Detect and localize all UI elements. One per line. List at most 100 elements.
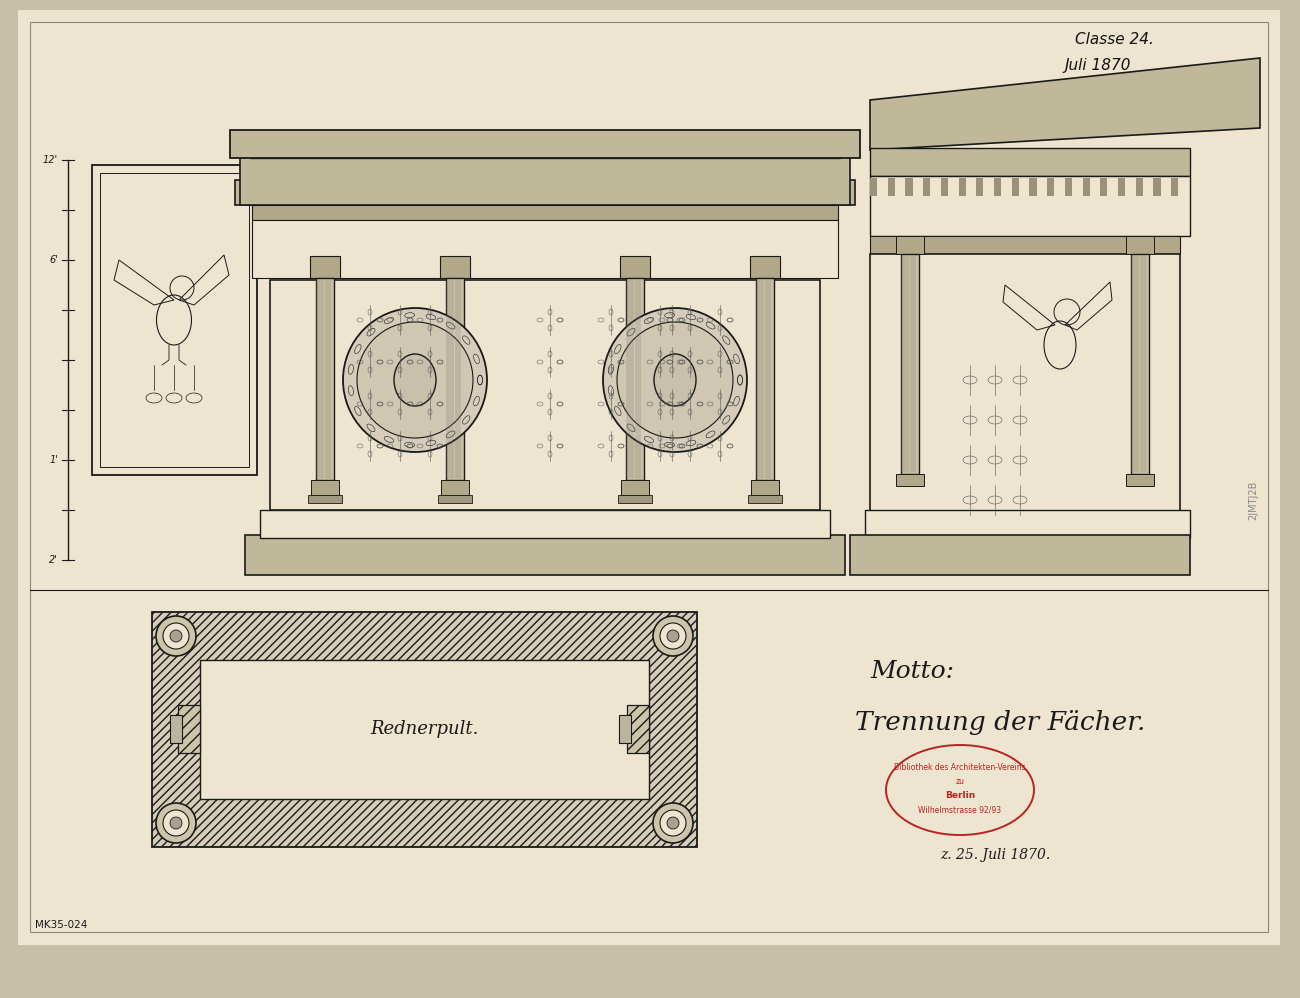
Bar: [316, 278, 334, 480]
Bar: [200, 660, 649, 799]
Circle shape: [667, 630, 679, 642]
Bar: [740, 142, 749, 156]
Bar: [618, 495, 653, 503]
Bar: [824, 142, 833, 156]
Bar: [614, 142, 621, 156]
Bar: [441, 480, 469, 495]
Bar: [230, 130, 861, 158]
Ellipse shape: [654, 354, 696, 406]
Bar: [994, 178, 1001, 196]
Circle shape: [667, 817, 679, 829]
Bar: [803, 142, 811, 156]
Bar: [762, 142, 770, 156]
Bar: [260, 510, 829, 538]
Bar: [508, 142, 516, 156]
Text: Trennung der Fächer.: Trennung der Fächer.: [855, 710, 1145, 735]
Bar: [240, 155, 850, 205]
Circle shape: [343, 308, 488, 452]
Bar: [270, 280, 820, 510]
Bar: [170, 715, 182, 743]
Bar: [923, 178, 931, 196]
Bar: [439, 256, 471, 278]
Bar: [634, 142, 644, 156]
Bar: [1065, 178, 1072, 196]
Bar: [1171, 178, 1178, 196]
Circle shape: [660, 623, 686, 649]
Bar: [627, 278, 644, 480]
Circle shape: [603, 308, 748, 452]
Bar: [627, 705, 649, 753]
Bar: [901, 254, 919, 474]
Bar: [1153, 178, 1161, 196]
Bar: [550, 142, 559, 156]
Bar: [403, 142, 411, 156]
Bar: [870, 176, 1190, 236]
Bar: [719, 142, 728, 156]
Bar: [751, 480, 779, 495]
Bar: [1136, 178, 1143, 196]
Bar: [896, 474, 924, 486]
Bar: [655, 142, 664, 156]
Bar: [255, 142, 264, 156]
Text: Wilhelmstrasse 92/93: Wilhelmstrasse 92/93: [918, 805, 1001, 814]
Circle shape: [660, 810, 686, 836]
Bar: [308, 495, 342, 503]
Bar: [698, 142, 706, 156]
Bar: [465, 142, 474, 156]
Circle shape: [618, 322, 733, 438]
Text: 2': 2': [49, 555, 58, 565]
Bar: [424, 142, 432, 156]
Bar: [438, 495, 472, 503]
Bar: [870, 236, 1180, 254]
Bar: [360, 142, 369, 156]
Bar: [677, 142, 685, 156]
Bar: [619, 715, 630, 743]
Bar: [92, 165, 257, 475]
Bar: [1126, 236, 1154, 254]
Bar: [1118, 178, 1124, 196]
Text: Berlin: Berlin: [945, 791, 975, 800]
Circle shape: [156, 616, 196, 656]
Bar: [252, 205, 839, 220]
Text: MK35-024: MK35-024: [35, 920, 87, 930]
Text: Bibliothek des Architekten-Vereins: Bibliothek des Architekten-Vereins: [894, 763, 1026, 772]
Text: Motto:: Motto:: [870, 660, 954, 683]
Bar: [446, 278, 464, 480]
Bar: [870, 178, 878, 196]
Bar: [298, 142, 305, 156]
Circle shape: [156, 803, 196, 843]
Text: zu: zu: [956, 777, 965, 786]
Bar: [1083, 178, 1089, 196]
Bar: [318, 142, 326, 156]
Bar: [905, 178, 913, 196]
Circle shape: [170, 817, 182, 829]
Bar: [757, 278, 773, 480]
Bar: [958, 178, 966, 196]
Text: 6': 6': [49, 255, 58, 265]
Bar: [1030, 178, 1036, 196]
Bar: [850, 535, 1190, 575]
Text: Juli 1870: Juli 1870: [1065, 58, 1131, 73]
Bar: [178, 705, 200, 753]
Bar: [572, 142, 580, 156]
Bar: [1011, 178, 1019, 196]
Text: 1': 1': [49, 455, 58, 465]
Bar: [529, 142, 538, 156]
Bar: [309, 256, 341, 278]
Bar: [864, 510, 1190, 538]
Bar: [750, 256, 780, 278]
Circle shape: [170, 630, 182, 642]
Bar: [941, 178, 948, 196]
Bar: [747, 495, 783, 503]
Circle shape: [653, 803, 693, 843]
Bar: [488, 142, 495, 156]
Bar: [888, 178, 894, 196]
Bar: [1126, 474, 1154, 486]
Bar: [1131, 254, 1149, 474]
Bar: [621, 480, 649, 495]
Bar: [152, 612, 697, 847]
Bar: [870, 148, 1190, 176]
Bar: [1046, 178, 1054, 196]
Bar: [311, 480, 339, 495]
Text: z. 25. Juli 1870.: z. 25. Juli 1870.: [940, 848, 1050, 862]
